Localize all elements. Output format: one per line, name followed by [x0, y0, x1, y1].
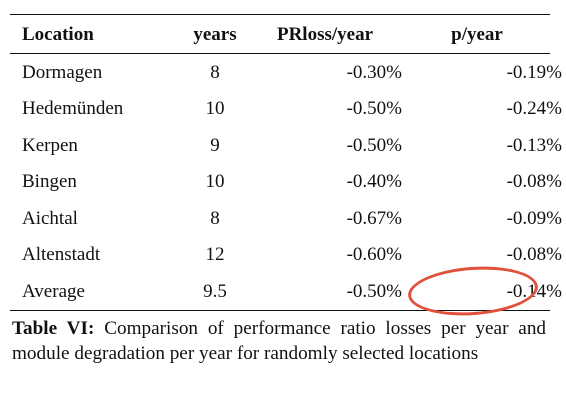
- cell-prloss: -0.60%: [346, 244, 402, 266]
- top-rule: [10, 14, 550, 15]
- cell-prloss: -0.67%: [346, 207, 402, 229]
- caption-text: Comparison of performance ratio losses p…: [12, 318, 547, 364]
- table-row: Aichtal 8 -0.67% -0.09%: [10, 200, 566, 237]
- cell-location: Average: [22, 280, 85, 302]
- header-location: Location: [22, 23, 94, 45]
- cell-p: -0.24%: [506, 98, 562, 120]
- cell-p: -0.13%: [506, 134, 562, 156]
- table-row: Hedemünden 10 -0.50% -0.24%: [10, 91, 566, 128]
- caption-label: Table VI:: [12, 318, 95, 339]
- cell-years: 12: [205, 244, 225, 266]
- cell-prloss: -0.50%: [346, 280, 402, 302]
- cell-location: Bingen: [22, 171, 77, 193]
- cell-prloss: -0.30%: [346, 61, 402, 83]
- header-rule: [10, 53, 550, 54]
- bottom-rule: [10, 309, 550, 311]
- header-p-per-year: p/year: [451, 23, 503, 45]
- cell-location: Altenstadt: [22, 244, 101, 266]
- cell-years: 9.5: [203, 280, 227, 302]
- cell-years: 8: [210, 207, 220, 229]
- cell-p: -0.08%: [506, 244, 562, 266]
- table-row: Kerpen 9 -0.50% -0.13%: [10, 127, 566, 164]
- cell-p: -0.19%: [506, 61, 562, 83]
- cell-years: 8: [210, 61, 220, 83]
- results-table-container: Location years PRloss/year p/year Dormag…: [10, 14, 562, 311]
- cell-years: 10: [205, 98, 225, 120]
- results-table-body: Dormagen 8 -0.30% -0.19% Hedemünden 10 -…: [10, 54, 566, 310]
- header-prloss-per-year: PRloss/year: [276, 23, 374, 45]
- cell-location: Hedemünden: [22, 98, 124, 120]
- table-row: Altenstadt 12 -0.60% -0.08%: [10, 237, 566, 274]
- header-years: years: [193, 23, 237, 45]
- cell-years: 10: [205, 171, 225, 193]
- cell-p: -0.08%: [506, 171, 562, 193]
- table-row: Bingen 10 -0.40% -0.08%: [10, 164, 566, 201]
- table-caption: Table VI: Comparison of performance rati…: [12, 317, 546, 366]
- cell-prloss: -0.50%: [346, 98, 402, 120]
- cell-prloss: -0.50%: [346, 134, 402, 156]
- cell-location: Aichtal: [22, 207, 78, 229]
- table-row: Dormagen 8 -0.30% -0.19%: [10, 54, 566, 91]
- cell-p-highlighted: -0.14%: [506, 280, 562, 302]
- cell-prloss: -0.40%: [346, 171, 402, 193]
- cell-years: 9: [210, 134, 220, 156]
- table-row-average: Average 9.5 -0.50% -0.14%: [10, 273, 566, 310]
- results-table: Location years PRloss/year p/year: [10, 15, 566, 53]
- cell-location: Dormagen: [22, 61, 103, 83]
- header-row: Location years PRloss/year p/year: [10, 15, 566, 53]
- cell-p: -0.09%: [506, 207, 562, 229]
- cell-location: Kerpen: [22, 134, 78, 156]
